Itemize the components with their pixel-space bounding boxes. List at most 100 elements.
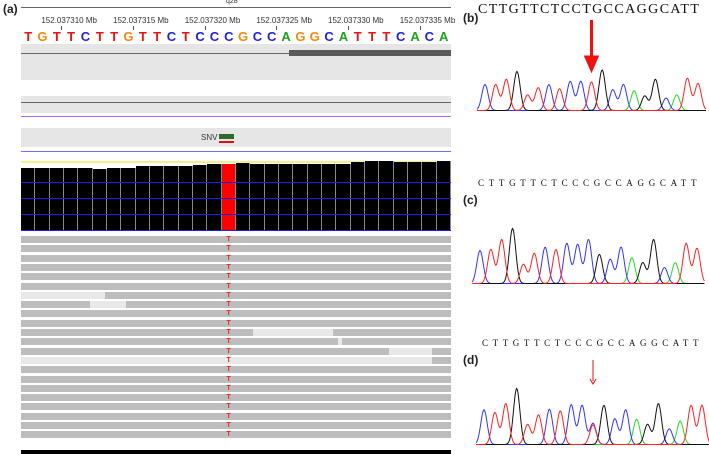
coverage-bar[interactable]	[336, 163, 351, 230]
reference-base: T	[153, 29, 162, 44]
coverage-bar[interactable]	[408, 162, 423, 230]
read-variant-base: T	[226, 282, 231, 290]
read[interactable]	[21, 366, 451, 374]
read[interactable]	[432, 356, 451, 364]
read[interactable]	[21, 245, 451, 253]
trace-C-d	[475, 403, 709, 445]
coverage-bar[interactable]	[236, 163, 251, 230]
reference-base: T	[67, 29, 76, 44]
reference-base: C	[209, 29, 220, 44]
read[interactable]	[253, 329, 333, 336]
read[interactable]	[105, 291, 451, 299]
read-variant-base: T	[226, 263, 231, 271]
coverage-bar[interactable]	[250, 163, 265, 230]
coverage-bar[interactable]	[365, 160, 380, 230]
read[interactable]	[389, 347, 432, 355]
trace-T-b	[477, 77, 707, 111]
read[interactable]	[21, 412, 451, 420]
reference-base: A	[338, 29, 349, 44]
read-variant-base: T	[226, 347, 231, 355]
read[interactable]	[21, 384, 451, 392]
ruler-tick	[204, 26, 206, 30]
reference-base: C	[396, 29, 406, 44]
coverage-bar[interactable]	[436, 160, 451, 230]
gene-line	[21, 53, 289, 54]
snv-marker[interactable]	[219, 134, 234, 139]
read[interactable]	[21, 319, 451, 327]
read-variant-base: T	[226, 366, 231, 374]
read[interactable]	[338, 338, 342, 346]
read[interactable]	[21, 422, 451, 429]
coverage-bar[interactable]	[350, 161, 365, 230]
reference-base: G	[238, 29, 249, 44]
read[interactable]	[126, 301, 451, 309]
reference-base: C	[224, 29, 234, 44]
panel-label-b: (b)	[463, 11, 479, 25]
coverage-bar[interactable]	[207, 163, 222, 230]
read-variant-base: T	[226, 310, 231, 318]
reference-base: T	[138, 29, 147, 44]
read[interactable]	[333, 329, 451, 336]
read[interactable]	[21, 338, 338, 346]
coverage-gridline	[21, 198, 451, 199]
chromosome-line	[21, 7, 451, 8]
read-variant-base: T	[226, 394, 231, 402]
trace-G-b	[477, 69, 706, 111]
read[interactable]	[21, 329, 253, 336]
reference-base: G	[309, 29, 320, 44]
annotation-line	[21, 102, 451, 103]
snv-label: SNV	[201, 133, 218, 142]
read[interactable]	[21, 356, 432, 364]
sequence-b: CTTGTTCTCCTGCCAGGCATT	[478, 2, 701, 17]
read[interactable]	[21, 310, 451, 318]
arrow-head-icon	[583, 55, 600, 74]
trace-C-c	[471, 238, 705, 284]
coverage-bar[interactable]	[264, 163, 279, 230]
read[interactable]	[21, 301, 90, 309]
coverage-bar[interactable]	[322, 163, 337, 230]
coverage-gridline	[21, 182, 451, 183]
reference-base: T	[353, 29, 362, 44]
sequence-c: CTTGTTCTCCCGCCAGGCATT	[478, 178, 702, 188]
ruler-label: 152.037315 Mb	[113, 16, 169, 25]
coverage-bar[interactable]	[393, 161, 408, 230]
panel-label-d: (d)	[463, 353, 479, 367]
read-variant-base: T	[226, 384, 231, 392]
gene-exon	[289, 50, 451, 56]
read-variant-base: T	[226, 301, 231, 309]
coverage-bar[interactable]	[279, 163, 294, 230]
read[interactable]	[21, 375, 451, 383]
read[interactable]	[21, 263, 451, 271]
coverage-bar[interactable]	[193, 165, 208, 230]
reference-base: G	[123, 29, 134, 44]
read-variant-base: T	[226, 273, 231, 281]
reference-base: C	[267, 29, 277, 44]
reference-base: T	[181, 29, 190, 44]
read[interactable]	[21, 403, 451, 411]
read[interactable]	[21, 431, 451, 439]
read[interactable]	[21, 254, 451, 262]
coverage-bar-variant[interactable]	[221, 163, 236, 230]
trace-G-c	[472, 227, 705, 284]
read-variant-base: T	[226, 329, 231, 336]
read[interactable]	[21, 282, 451, 290]
coverage-bar[interactable]	[379, 160, 394, 230]
read[interactable]	[90, 301, 126, 309]
read[interactable]	[21, 291, 105, 299]
reference-base: A	[410, 29, 420, 44]
read-variant-base: T	[226, 254, 231, 262]
coverage-bar[interactable]	[307, 163, 322, 230]
reference-base: C	[166, 29, 177, 44]
read[interactable]	[21, 236, 451, 243]
read-variant-base: T	[226, 236, 231, 243]
read[interactable]	[21, 394, 451, 402]
coverage-bar[interactable]	[293, 163, 308, 230]
coverage-bar[interactable]	[422, 162, 437, 230]
reference-base: G	[37, 29, 48, 44]
read[interactable]	[342, 338, 451, 346]
read[interactable]	[432, 347, 451, 355]
read-variant-base: T	[226, 403, 231, 411]
read[interactable]	[21, 273, 451, 281]
read[interactable]	[21, 347, 389, 355]
